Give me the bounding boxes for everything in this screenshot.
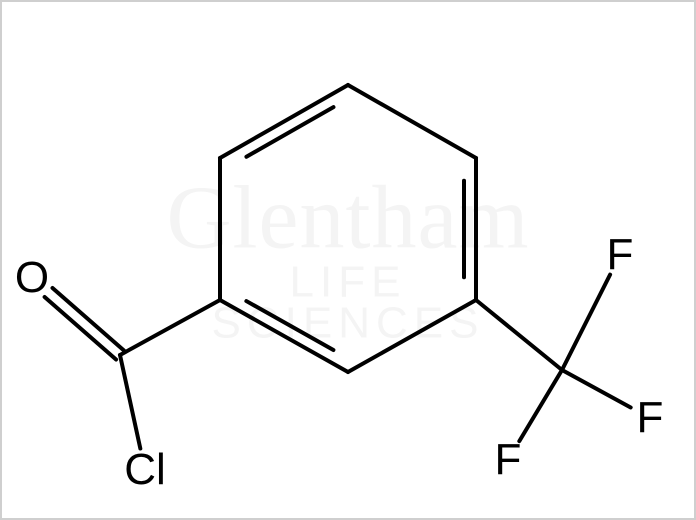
atom-label-f2: F [495, 435, 522, 485]
atom-label-f1: F [607, 230, 634, 280]
atom-label-cl: Cl [124, 445, 166, 495]
molecule-diagram [0, 0, 696, 520]
atom-label-f3: F [637, 393, 664, 443]
atom-label-o1: O [15, 253, 49, 303]
canvas: Glentham LIFE SCIENCES OClFFF [0, 0, 696, 520]
